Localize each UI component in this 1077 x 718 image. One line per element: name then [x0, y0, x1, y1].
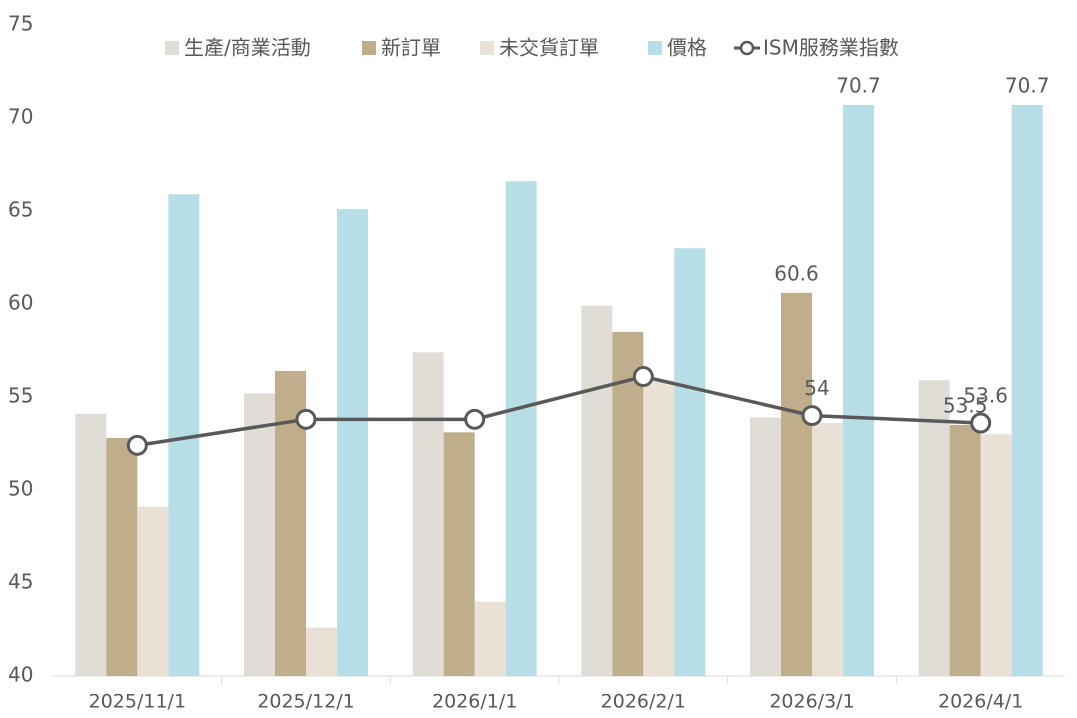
- bar-label: 60.6: [774, 261, 819, 285]
- legend-swatch: [362, 41, 376, 55]
- bar: [674, 248, 706, 676]
- bar: [918, 380, 950, 676]
- bar: [612, 331, 644, 676]
- x-tick-label: 2026/2/1: [601, 691, 686, 713]
- x-tick-label: 2026/4/1: [938, 691, 1023, 713]
- bar: [412, 352, 444, 676]
- bar: [137, 506, 169, 676]
- bar: [106, 437, 138, 676]
- bar: [781, 292, 812, 676]
- legend-swatch: [165, 41, 179, 55]
- line-marker: [970, 412, 992, 434]
- line-marker: [295, 408, 317, 430]
- legend-swatch: [480, 41, 494, 55]
- y-tick-label: 60: [8, 291, 33, 315]
- bar: [980, 434, 1012, 676]
- y-tick-label: 65: [8, 198, 33, 222]
- y-tick-label: 50: [8, 477, 33, 501]
- legend-label: 新訂單: [381, 36, 441, 60]
- y-tick-label: 75: [8, 12, 33, 36]
- bar: [581, 305, 613, 676]
- bar: [750, 417, 781, 676]
- x-tick-label: 2026/1/1: [432, 691, 517, 713]
- bar: [443, 432, 475, 676]
- line-marker: [464, 408, 486, 430]
- bar: [474, 601, 506, 676]
- line-marker: [632, 366, 654, 388]
- bar: [949, 424, 981, 676]
- y-tick-label: 70: [8, 105, 33, 129]
- line-label: 53.6: [963, 384, 1008, 408]
- bar: [75, 413, 107, 676]
- y-tick-label: 45: [8, 570, 33, 594]
- bar: [306, 627, 337, 676]
- line: [137, 374, 981, 448]
- bar-label: 53.5: [943, 393, 988, 417]
- bar: [244, 393, 275, 676]
- bar-label: 70.7: [836, 73, 881, 97]
- bar: [812, 423, 843, 676]
- legend-label: 價格: [667, 36, 707, 60]
- line-marker: [126, 434, 148, 456]
- y-tick-label: 40: [8, 663, 33, 687]
- legend-label: 未交貨訂單: [499, 36, 599, 60]
- bar: [843, 104, 874, 677]
- x-tick-label: 2026/3/1: [769, 691, 854, 713]
- x-tick-label: 2025/12/1: [257, 691, 354, 713]
- bar: [1011, 104, 1043, 677]
- bar: [643, 380, 675, 676]
- bar: [505, 181, 537, 677]
- line-label: 54: [804, 376, 829, 400]
- y-tick-label: 55: [8, 384, 33, 408]
- bar: [337, 209, 368, 676]
- legend-swatch: [648, 41, 662, 55]
- line-marker: [801, 405, 823, 427]
- legend-label: 生產/商業活動: [184, 36, 311, 60]
- bar-label: 70.7: [1005, 73, 1050, 97]
- legend-label: ISM服務業指數: [763, 36, 899, 60]
- x-tick-label: 2025/11/1: [89, 691, 186, 713]
- legend-marker: [739, 40, 755, 56]
